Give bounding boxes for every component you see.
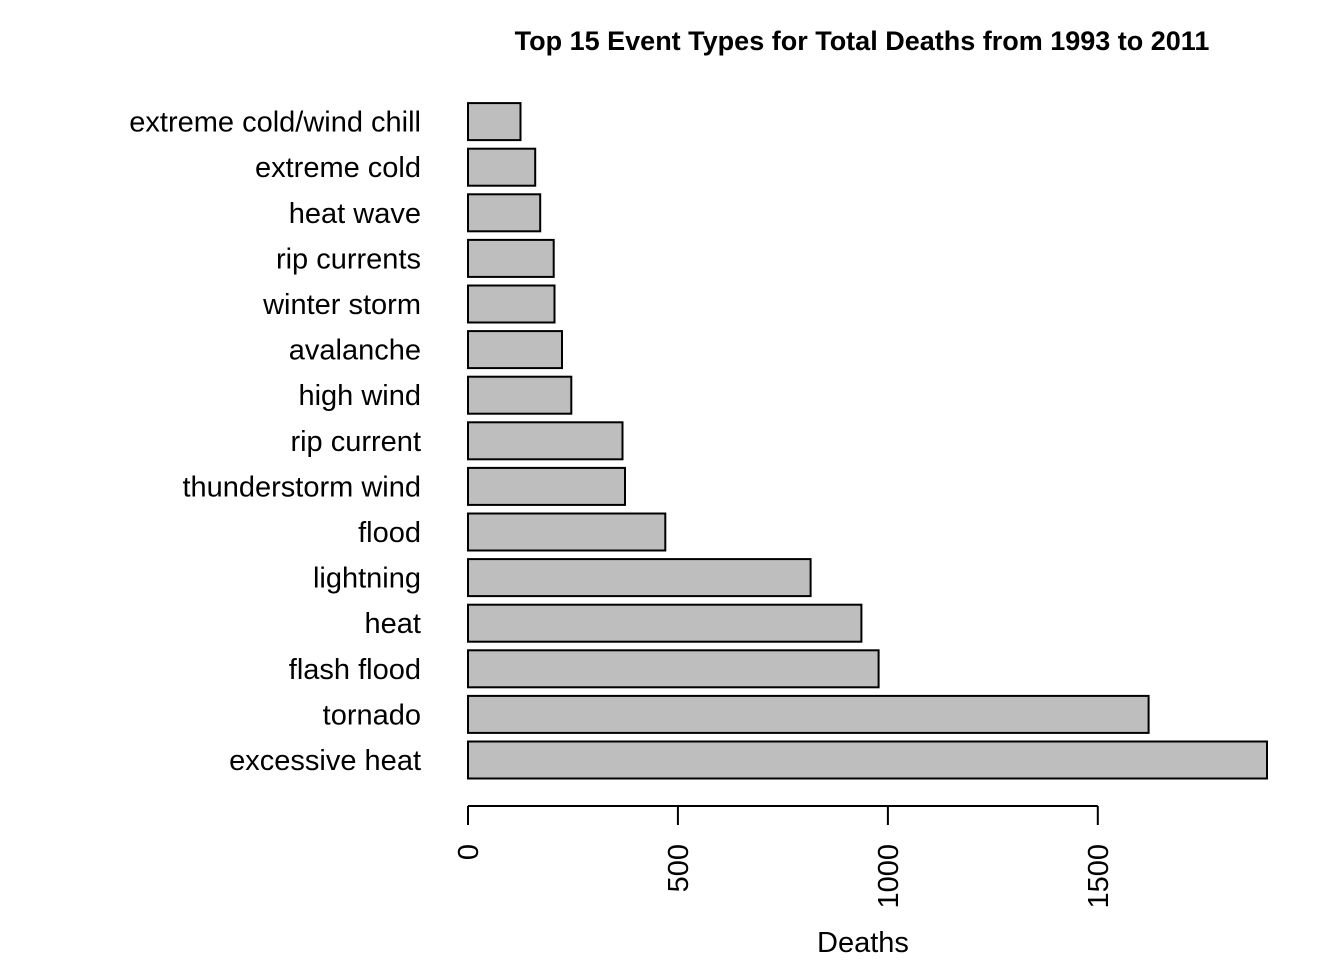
bar-excessive-heat <box>467 740 1268 780</box>
category-labels: excessive heat tornado flash flood heat ligh… <box>129 107 421 777</box>
bar-avalanche <box>467 330 563 370</box>
bars-group <box>467 102 1268 780</box>
category-label: extreme cold <box>255 152 421 184</box>
x-tick-label: 500 <box>663 844 695 892</box>
bar-thunderstorm-wind <box>467 466 626 506</box>
bar-extreme-cold <box>467 147 537 187</box>
category-label: flood <box>358 517 421 549</box>
category-label: tornado <box>323 699 421 731</box>
category-label: excessive heat <box>229 745 421 777</box>
bar-flash-flood <box>467 649 880 689</box>
bar-high-wind <box>467 375 573 415</box>
x-tick-label: 1500 <box>1083 844 1115 909</box>
x-tick-label: 1000 <box>873 844 905 909</box>
bar-flood <box>467 512 667 552</box>
bar-rip-current <box>467 421 624 461</box>
category-label: thunderstorm wind <box>182 471 421 503</box>
bar-rip-currents <box>467 238 555 278</box>
category-label: extreme cold/wind chill <box>129 107 421 139</box>
category-label: rip current <box>290 426 421 458</box>
bar-winter-storm <box>467 284 556 324</box>
category-label: winter storm <box>262 289 421 321</box>
bar-heat <box>467 603 863 643</box>
category-label: heat <box>365 608 421 640</box>
category-label: rip currents <box>276 243 421 275</box>
bar-lightning <box>467 558 812 598</box>
bar-extreme-cold-wind-chill <box>467 102 522 142</box>
bar-tornado <box>467 694 1150 734</box>
chart-title: Top 15 Event Types for Total Deaths from… <box>515 26 1210 56</box>
x-axis-title: Deaths <box>817 927 909 959</box>
bar-heat-wave <box>467 193 542 233</box>
x-tick-label: 0 <box>453 844 485 860</box>
category-label: heat wave <box>289 198 421 230</box>
category-label: flash flood <box>289 654 421 686</box>
category-label: avalanche <box>289 335 421 367</box>
category-label: lightning <box>313 563 421 595</box>
category-label: high wind <box>298 380 421 412</box>
x-axis: 0 500 1000 1500 <box>453 805 1115 909</box>
